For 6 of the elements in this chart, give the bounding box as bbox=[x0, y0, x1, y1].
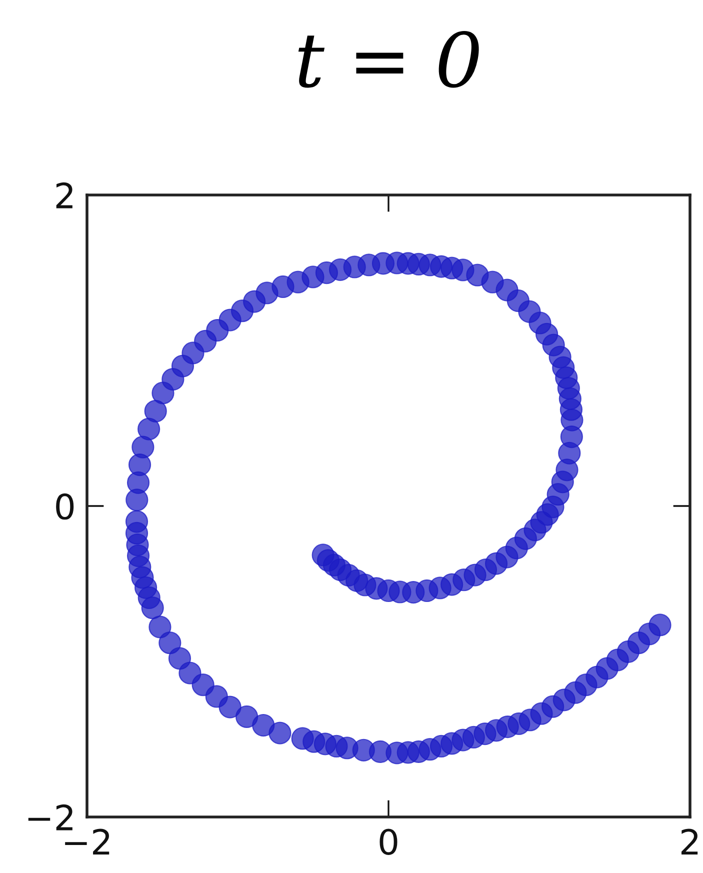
chart-title: t = 0 bbox=[298, 31, 479, 88]
y-tick-label: −2 bbox=[28, 804, 72, 830]
y-tick-label: 2 bbox=[56, 182, 72, 208]
x-tick-label: 0 bbox=[380, 828, 398, 855]
x-tick-label: 2 bbox=[682, 828, 698, 854]
y-tick-label: 0 bbox=[56, 493, 74, 520]
